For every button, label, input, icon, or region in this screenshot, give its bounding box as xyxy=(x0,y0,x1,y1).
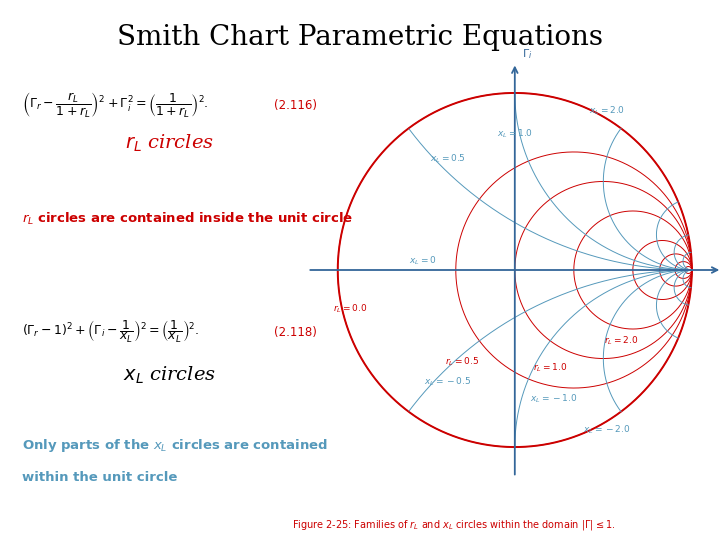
Text: $r_L$ circles are contained inside the unit circle: $r_L$ circles are contained inside the u… xyxy=(22,211,353,227)
Text: $\left(\Gamma_r - \dfrac{r_L}{1+r_L}\right)^2 + \Gamma_i^2 = \left(\dfrac{1}{1+r: $\left(\Gamma_r - \dfrac{r_L}{1+r_L}\rig… xyxy=(22,91,208,120)
Text: $r_L = 2.0$: $r_L = 2.0$ xyxy=(604,335,638,347)
Text: $r_L = 0.0$: $r_L = 0.0$ xyxy=(333,303,367,315)
Text: $x_L$ circles: $x_L$ circles xyxy=(122,364,216,386)
Text: Smith Chart Parametric Equations: Smith Chart Parametric Equations xyxy=(117,24,603,51)
Text: within the unit circle: within the unit circle xyxy=(22,471,177,484)
Text: $x_L = 0.5$: $x_L = 0.5$ xyxy=(430,152,466,165)
Text: $x_L = -0.5$: $x_L = -0.5$ xyxy=(424,375,471,388)
Text: $x_L = 2.0$: $x_L = 2.0$ xyxy=(589,104,625,117)
Text: $x_L = -1.0$: $x_L = -1.0$ xyxy=(530,393,577,406)
Text: $x_L = 1.0$: $x_L = 1.0$ xyxy=(497,127,533,140)
Text: $(\Gamma_r - 1)^2 + \left(\Gamma_i - \dfrac{1}{x_L}\right)^2 = \left(\dfrac{1}{x: $(\Gamma_r - 1)^2 + \left(\Gamma_i - \df… xyxy=(22,319,199,345)
Text: $x_L = -2.0$: $x_L = -2.0$ xyxy=(583,423,631,436)
Text: (2.118): (2.118) xyxy=(274,326,317,339)
Text: $r_L = 1.0$: $r_L = 1.0$ xyxy=(533,361,567,374)
Text: $r_L$ circles: $r_L$ circles xyxy=(125,132,214,154)
Text: Only parts of the $x_L$ circles are contained: Only parts of the $x_L$ circles are cont… xyxy=(22,437,328,454)
Text: $\Gamma_i$: $\Gamma_i$ xyxy=(522,47,532,61)
Text: $x_L = 0$: $x_L = 0$ xyxy=(409,254,436,267)
Text: $r_L = 0.5$: $r_L = 0.5$ xyxy=(445,356,479,368)
Text: (2.116): (2.116) xyxy=(274,99,317,112)
Text: Figure 2-25: Families of $r_L$ and $x_L$ circles within the domain $|\Gamma| \le: Figure 2-25: Families of $r_L$ and $x_L$… xyxy=(292,518,616,532)
